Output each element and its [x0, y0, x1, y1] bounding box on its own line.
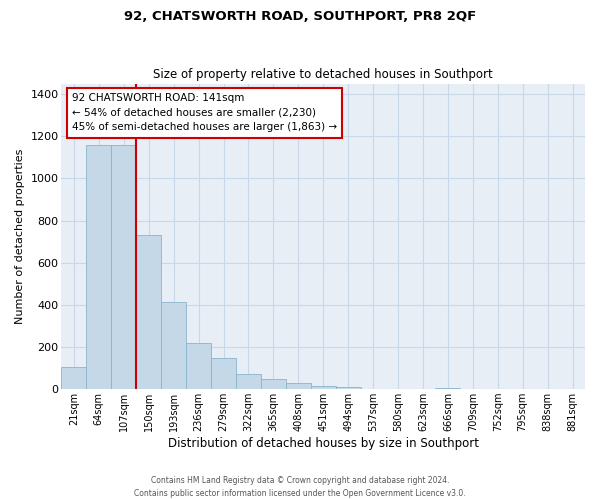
Bar — [186, 343, 211, 389]
Text: 92 CHATSWORTH ROAD: 141sqm
← 54% of detached houses are smaller (2,230)
45% of s: 92 CHATSWORTH ROAD: 141sqm ← 54% of deta… — [72, 92, 337, 132]
Title: Size of property relative to detached houses in Southport: Size of property relative to detached ho… — [154, 68, 493, 81]
Text: Contains HM Land Registry data © Crown copyright and database right 2024.
Contai: Contains HM Land Registry data © Crown c… — [134, 476, 466, 498]
Bar — [161, 302, 186, 389]
Bar — [335, 386, 361, 389]
X-axis label: Distribution of detached houses by size in Southport: Distribution of detached houses by size … — [168, 437, 479, 450]
Bar — [311, 386, 335, 389]
Bar — [436, 388, 460, 389]
Text: 92, CHATSWORTH ROAD, SOUTHPORT, PR8 2QF: 92, CHATSWORTH ROAD, SOUTHPORT, PR8 2QF — [124, 10, 476, 23]
Bar — [211, 358, 236, 389]
Bar — [112, 144, 136, 389]
Y-axis label: Number of detached properties: Number of detached properties — [15, 148, 25, 324]
Bar — [286, 383, 311, 389]
Bar — [136, 236, 161, 389]
Bar — [236, 374, 261, 389]
Bar — [560, 388, 585, 389]
Bar — [61, 366, 86, 389]
Bar — [86, 144, 112, 389]
Bar — [261, 378, 286, 389]
